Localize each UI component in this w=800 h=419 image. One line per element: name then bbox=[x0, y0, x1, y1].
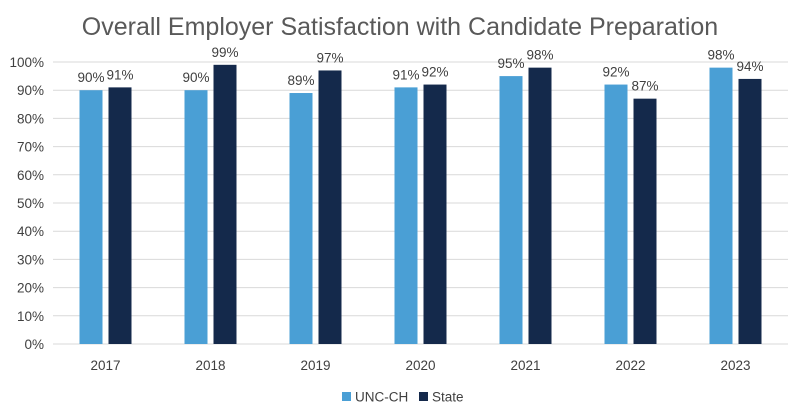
legend-label-unc-ch: UNC-CH bbox=[355, 390, 408, 405]
chart-canvas: Overall Employer Satisfaction with Candi… bbox=[0, 0, 800, 419]
bar-unc-ch-2022 bbox=[605, 85, 628, 344]
bar-unc-ch-2020 bbox=[395, 87, 418, 344]
data-label-state-2021: 98% bbox=[526, 48, 553, 63]
y-tick-label: 40% bbox=[17, 224, 44, 239]
data-label-state-2020: 92% bbox=[421, 65, 448, 80]
data-label-state-2017: 91% bbox=[106, 67, 133, 82]
bar-state-2019 bbox=[319, 70, 342, 344]
data-label-state-2023: 94% bbox=[736, 59, 763, 74]
legend-label-state: State bbox=[432, 390, 464, 405]
y-tick-label: 80% bbox=[17, 111, 44, 126]
data-label-unc-ch-2020: 91% bbox=[392, 67, 419, 82]
bar-unc-ch-2017 bbox=[80, 90, 103, 344]
bar-unc-ch-2019 bbox=[290, 93, 313, 344]
bar-state-2023 bbox=[739, 79, 762, 344]
bar-state-2021 bbox=[529, 68, 552, 344]
y-tick-label: 0% bbox=[24, 337, 44, 352]
y-axis: 0% 10% 20% 30% 40% 50% 60% 70% 80% 90% 100% bbox=[9, 55, 44, 352]
legend-swatch-state bbox=[419, 392, 428, 401]
y-tick-label: 100% bbox=[9, 55, 44, 70]
bars bbox=[80, 65, 762, 344]
bar-unc-ch-2023 bbox=[710, 68, 733, 344]
y-tick-label: 90% bbox=[17, 83, 44, 98]
chart-title: Overall Employer Satisfaction with Candi… bbox=[82, 13, 718, 41]
y-tick-label: 70% bbox=[17, 140, 44, 155]
bar-unc-ch-2018 bbox=[185, 90, 208, 344]
y-tick-label: 20% bbox=[17, 281, 44, 296]
data-labels: 90% 91% 90%99%89%97%91% 92%95%98%92%87%98%9… bbox=[77, 45, 763, 94]
x-tick-label: 2019 bbox=[300, 358, 330, 373]
bar-unc-ch-2021 bbox=[500, 76, 523, 344]
x-tick-label: 2017 bbox=[90, 358, 120, 373]
x-tick-label: 2018 bbox=[195, 358, 225, 373]
bar-state-2020 bbox=[424, 85, 447, 344]
data-label-unc-ch-2021: 95% bbox=[497, 56, 524, 71]
data-label-unc-ch-2022: 92% bbox=[602, 65, 629, 80]
x-tick-label: 2021 bbox=[510, 358, 540, 373]
x-tick-label: 2020 bbox=[405, 358, 435, 373]
bar-state-2018 bbox=[214, 65, 237, 344]
legend: UNC-CH State bbox=[342, 390, 464, 405]
gridlines bbox=[53, 62, 788, 344]
bar-state-2017 bbox=[109, 87, 132, 344]
data-label-unc-ch-2019: 89% bbox=[287, 73, 314, 88]
bar-state-2022 bbox=[634, 99, 657, 344]
y-tick-label: 50% bbox=[17, 196, 44, 211]
x-tick-label: 2022 bbox=[615, 358, 645, 373]
data-label-unc-ch-2023: 98% bbox=[707, 48, 734, 63]
y-tick-label: 10% bbox=[17, 309, 44, 324]
y-tick-label: 30% bbox=[17, 252, 44, 267]
x-axis: 2017 2018 2019 2020 2021 2022 2023 bbox=[90, 358, 750, 373]
data-label-state-2018: 99% bbox=[211, 45, 238, 60]
data-label-state-2019: 97% bbox=[316, 50, 343, 65]
y-tick-label: 60% bbox=[17, 168, 44, 183]
data-label-unc-ch-2017: 90% bbox=[77, 70, 104, 85]
data-label-unc-ch-2018: 90% bbox=[182, 70, 209, 85]
legend-swatch-unc-ch bbox=[342, 392, 351, 401]
data-label-state-2022: 87% bbox=[631, 79, 658, 94]
chart: Overall Employer Satisfaction with Candi… bbox=[0, 0, 800, 419]
x-tick-label: 2023 bbox=[720, 358, 750, 373]
